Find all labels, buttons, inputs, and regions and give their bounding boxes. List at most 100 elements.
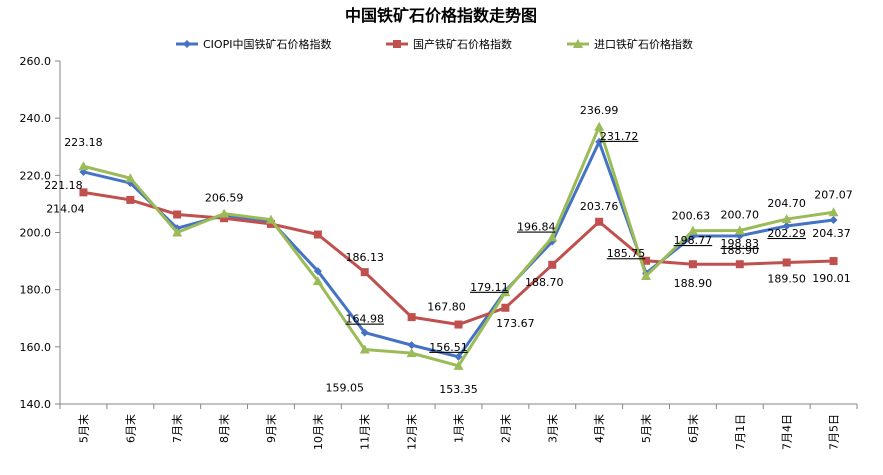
series-point <box>453 360 464 370</box>
series-point <box>406 348 417 358</box>
series-point <box>688 260 697 269</box>
legend: CIOPI中国铁矿石价格指数 国产铁矿石价格指数 进口铁矿石价格指数 <box>176 37 693 51</box>
series-point <box>594 121 605 131</box>
series-point <box>735 260 744 269</box>
data-label: 200.70 <box>721 208 760 221</box>
series-2 <box>79 188 838 329</box>
series-point <box>219 208 230 218</box>
data-label: 179.11 <box>470 281 509 294</box>
series-point <box>313 230 322 239</box>
data-label: 236.99 <box>580 104 619 117</box>
data-label: 221.18 <box>44 179 83 192</box>
data-label: 164.98 <box>345 313 384 326</box>
legend-marker <box>573 39 583 48</box>
series-point <box>407 313 416 322</box>
legend-label: CIOPI中国铁矿石价格指数 <box>203 37 331 51</box>
data-label: 167.80 <box>427 301 466 314</box>
axes: 140.0 160.0 180.0 200.0 220.0 240.0 260.0 5月末 6月… <box>20 55 858 450</box>
legend-marker <box>183 40 191 48</box>
data-label: 198.77 <box>674 234 713 247</box>
x-tick-label: 7月末 <box>170 414 184 443</box>
data-label: 207.07 <box>814 188 853 201</box>
plot-area <box>78 121 839 370</box>
legend-entry: CIOPI中国铁矿石价格指数 <box>176 37 331 51</box>
chart-title: 中国铁矿石价格指数走势图 <box>345 6 537 25</box>
x-tick-label: 12月末 <box>405 414 419 450</box>
x-tick-label: 5月末 <box>76 414 90 443</box>
data-label: 185.75 <box>607 247 646 260</box>
series-point <box>220 214 229 223</box>
data-label: 231.72 <box>600 130 639 143</box>
series-point <box>500 287 511 297</box>
y-tick-label: 200.0 <box>20 227 52 240</box>
x-tick-label: 7月4日 <box>781 414 794 450</box>
series-point <box>641 270 652 280</box>
series-point <box>782 221 791 230</box>
data-label: 159.05 <box>325 382 364 395</box>
data-label: 203.76 <box>580 200 619 213</box>
series-point <box>125 173 136 183</box>
data-label: 173.67 <box>496 317 535 330</box>
x-tick-label: 1月末 <box>452 414 466 443</box>
x-tick-label: 6月末 <box>123 414 137 443</box>
x-tick-label: 11月末 <box>358 414 372 450</box>
series-point <box>79 188 88 197</box>
series-point <box>173 210 182 219</box>
y-tick-label: 160.0 <box>20 341 52 354</box>
data-label: 189.50 <box>767 273 806 286</box>
data-label: 186.13 <box>345 251 384 264</box>
data-label: 198.83 <box>721 237 760 250</box>
y-tick-label: 180.0 <box>20 284 52 297</box>
data-label: 206.59 <box>205 192 244 205</box>
series-point <box>454 352 463 361</box>
series-point <box>642 256 651 265</box>
series-point <box>359 344 370 354</box>
series-point <box>734 225 745 235</box>
legend-marker <box>393 40 401 48</box>
legend-entry: 国产铁矿石价格指数 <box>386 37 512 51</box>
data-label: 156.51 <box>429 341 468 354</box>
series-point <box>595 137 604 146</box>
series-point <box>313 267 322 276</box>
x-tick-label: 8月末 <box>217 414 231 443</box>
series-point <box>126 195 135 204</box>
data-label: 153.35 <box>439 383 478 396</box>
series-point <box>266 219 275 228</box>
legend-label: 进口铁矿石价格指数 <box>594 37 693 51</box>
series-point <box>829 216 838 225</box>
data-label: 202.29 <box>767 227 806 240</box>
series-point <box>454 320 463 329</box>
data-labels: 223.18 221.18 214.04 206.59 186.13 164.98 159.… <box>44 104 853 396</box>
x-tick-label: 3月末 <box>545 414 559 443</box>
y-tick-label: 240.0 <box>20 112 52 125</box>
data-label: 188.90 <box>721 244 760 257</box>
series-point <box>781 214 792 224</box>
series-point <box>312 276 323 286</box>
x-tick-label: 10月末 <box>311 414 325 450</box>
series-point <box>360 328 369 337</box>
series-point <box>265 214 276 224</box>
series-point <box>78 161 89 171</box>
series-point <box>829 257 838 266</box>
series-point <box>595 217 604 226</box>
data-label: 204.37 <box>812 227 851 240</box>
x-tick-label: 6月末 <box>686 414 700 443</box>
series-point <box>687 225 698 235</box>
y-tick-label: 140.0 <box>20 398 52 411</box>
x-tick-label: 2月末 <box>498 414 512 443</box>
data-label: 204.70 <box>767 197 806 210</box>
data-label: 188.70 <box>525 276 564 289</box>
y-tick-label: 220.0 <box>20 169 52 182</box>
data-label: 214.04 <box>46 202 85 215</box>
series-point <box>547 232 558 242</box>
x-tick-label: 4月末 <box>592 414 606 443</box>
x-tick-label: 9月末 <box>264 414 278 443</box>
series-point <box>782 258 791 267</box>
y-tick-label: 260.0 <box>20 55 52 68</box>
x-tick-label: 7月1日 <box>734 414 747 450</box>
x-tick-label: 7月5日 <box>828 414 841 450</box>
series-3 <box>78 121 839 370</box>
data-label: 190.01 <box>812 272 851 285</box>
data-label: 223.18 <box>64 136 103 149</box>
